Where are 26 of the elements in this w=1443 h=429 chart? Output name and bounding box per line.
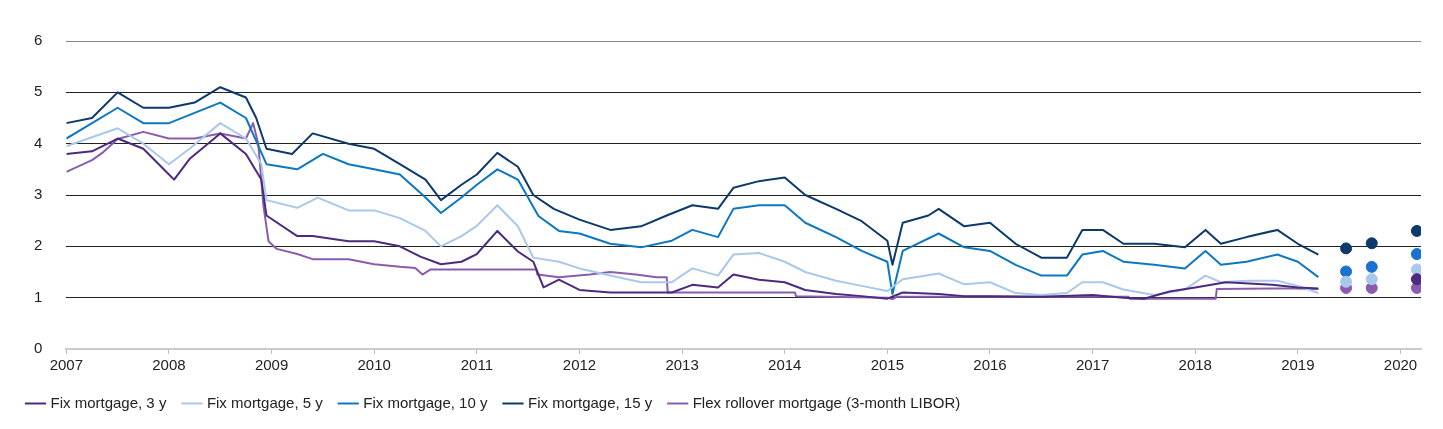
legend-label: Fix mortgage, 5 y — [206, 393, 324, 411]
y-tick-label: 6 — [34, 31, 43, 49]
legend-label: Fix mortgage, 3 y — [50, 393, 167, 411]
x-tick-label: 2017 — [1075, 356, 1110, 374]
y-tick-label: 4 — [34, 133, 43, 151]
x-tick-label: 2013 — [665, 356, 699, 374]
x-tick-label: 2018 — [1178, 356, 1212, 374]
x-tick-label: 2020 — [1383, 356, 1418, 374]
y-tick-label: 5 — [34, 82, 43, 100]
x-tick-label: 2011 — [460, 356, 493, 374]
x-tick-label: 2015 — [870, 356, 905, 374]
y-tick-label: 2 — [34, 236, 43, 254]
y-tick-label: 0 — [34, 339, 43, 357]
legend-label: Fix mortgage, 15 y — [527, 393, 653, 411]
y-tick-label: 1 — [34, 287, 43, 305]
y-tick-label: 3 — [34, 185, 43, 203]
legend-label: Fix mortgage, 10 y — [363, 393, 488, 411]
x-tick-label: 2007 — [49, 356, 84, 374]
x-tick-label: 2010 — [357, 356, 391, 374]
x-tick-label: 2009 — [254, 356, 289, 374]
x-tick-label: 2008 — [152, 356, 186, 374]
x-tick-label: 2019 — [1281, 356, 1315, 374]
x-tick-label: 2012 — [562, 356, 597, 374]
x-tick-label: 2016 — [973, 356, 1007, 374]
x-tick-label: 2014 — [768, 356, 802, 374]
legend-label: Flex rollover mortgage (3-month LIBOR) — [692, 393, 961, 411]
